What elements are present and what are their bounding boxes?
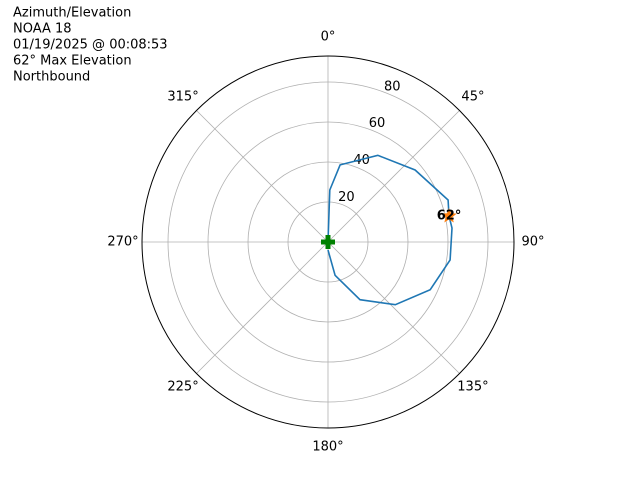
theta-grid-line: [196, 110, 329, 243]
theta-tick-label: 180°: [312, 440, 343, 455]
theta-tick-label: 45°: [461, 90, 484, 105]
theta-tick-label: 315°: [167, 90, 198, 105]
title-line: Azimuth/Elevation: [13, 6, 131, 21]
theta-grid-line: [327, 110, 460, 243]
start-marker: [321, 235, 335, 249]
title-line: NOAA 18: [13, 22, 72, 37]
theta-tick-label: 270°: [107, 235, 138, 250]
r-tick-label: 40: [353, 153, 370, 168]
polar-frame: [141, 55, 515, 429]
theta-grid-line: [327, 241, 460, 374]
r-tick-label: 80: [384, 79, 401, 94]
title-line: Northbound: [13, 70, 90, 85]
theta-grid-line: [196, 241, 329, 374]
max-label: 62°: [437, 209, 462, 224]
r-grid-circle: [247, 161, 409, 323]
r-grid-circle: [167, 81, 489, 403]
r-tick-label: 60: [369, 116, 386, 131]
pass-track: [327, 154, 453, 306]
title-line: 62° Max Elevation: [13, 54, 132, 69]
theta-tick-label: 135°: [457, 379, 488, 394]
theta-tick-label: 0°: [321, 30, 336, 45]
title-line: 01/19/2025 @ 00:08:53: [13, 38, 168, 53]
r-tick-label: 20: [338, 190, 355, 205]
r-grid-circle: [287, 201, 369, 283]
theta-tick-label: 225°: [167, 379, 198, 394]
max-marker: [441, 208, 457, 223]
r-grid-circle: [207, 121, 449, 363]
theta-tick-label: 90°: [521, 235, 544, 250]
